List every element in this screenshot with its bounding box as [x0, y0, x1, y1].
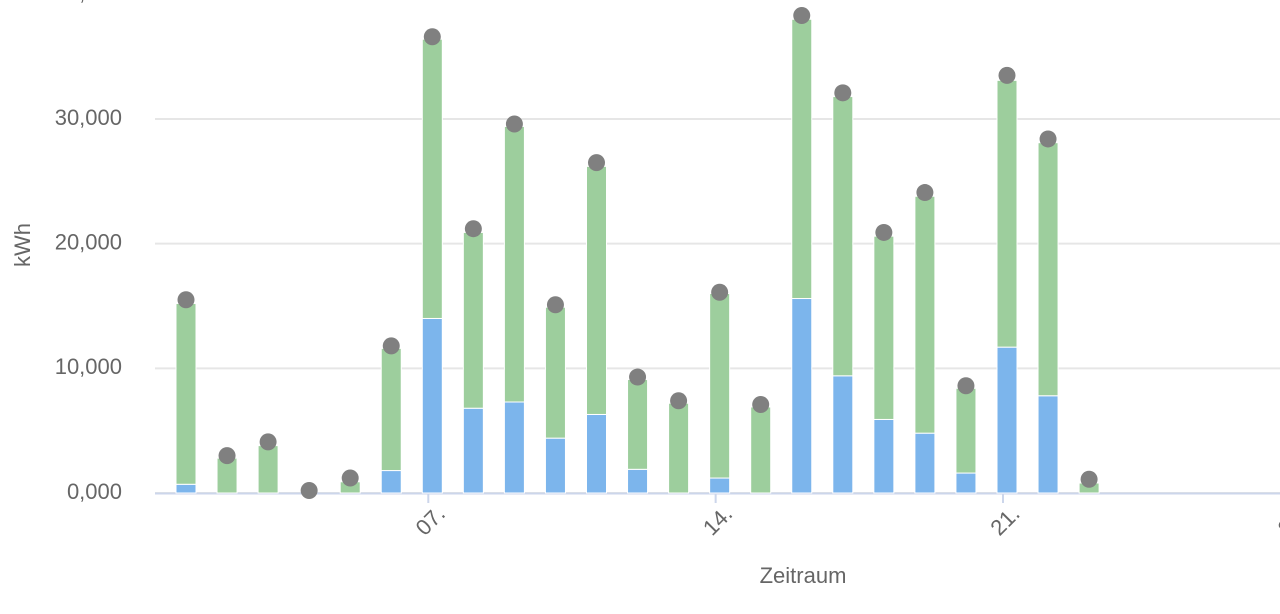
bar-segment — [627, 468, 649, 494]
bar-segment — [503, 125, 525, 403]
bar-segment — [955, 472, 977, 494]
total-dot — [464, 220, 482, 238]
bar-segment — [750, 406, 772, 494]
bar-segment — [586, 413, 607, 494]
bar-segment — [544, 306, 566, 439]
y-tick-label: 30,000 — [55, 105, 122, 130]
bar-segment — [873, 235, 895, 420]
bar-segment — [627, 379, 649, 470]
total-dot — [670, 392, 688, 410]
total-dot — [300, 482, 318, 500]
y-tick-label: 0,000 — [67, 479, 122, 504]
total-dot — [423, 28, 441, 46]
bar-segment — [914, 195, 936, 434]
bar-segment — [832, 96, 854, 377]
total-dot — [711, 283, 729, 301]
bar-segment — [421, 317, 443, 494]
bar-segment — [503, 401, 525, 494]
bar-segment — [175, 303, 197, 485]
bar-segment — [380, 470, 402, 494]
bar-segment — [421, 38, 443, 319]
bar-segment — [380, 347, 402, 472]
total-dot — [834, 84, 852, 102]
total-dot — [793, 7, 811, 25]
total-dot — [1080, 470, 1098, 488]
bar-segment — [1037, 395, 1059, 494]
y-tick-label: 10,000 — [55, 354, 122, 379]
bar-segment — [1037, 142, 1059, 397]
y-axis-title: kWh — [10, 223, 35, 267]
total-dot — [505, 115, 523, 133]
total-dot — [1039, 130, 1057, 148]
total-dot — [546, 296, 564, 314]
total-dot — [382, 337, 400, 355]
x-tick-label: 21. — [985, 501, 1024, 540]
y-tick-label: 40,000 — [55, 0, 122, 5]
bar-segment — [832, 375, 854, 494]
total-dot — [341, 469, 359, 487]
total-dot — [998, 66, 1016, 84]
bar-segment — [914, 432, 936, 494]
bar-segment — [462, 407, 484, 494]
x-tick-label: 07. — [411, 501, 450, 540]
bar-segment — [996, 79, 1018, 348]
bar-segment — [709, 477, 731, 494]
bar-segment — [544, 437, 566, 494]
total-dot — [957, 377, 975, 395]
x-axis-title: Zeitraum — [760, 563, 847, 588]
bar-segment — [791, 298, 813, 494]
total-dot — [259, 433, 277, 451]
total-dot — [218, 447, 236, 465]
total-dot — [875, 223, 893, 241]
total-dot — [752, 395, 770, 413]
total-dot — [177, 291, 195, 309]
bar-segment — [586, 165, 607, 415]
bar-segment — [996, 346, 1018, 494]
total-dot — [588, 154, 605, 172]
bar-segment — [668, 402, 690, 494]
bar-segment — [709, 293, 731, 479]
bar-segment — [175, 483, 197, 494]
y-tick-label: 20,000 — [55, 229, 122, 254]
total-dot — [629, 368, 647, 386]
x-tick-label: 28. — [1273, 501, 1280, 540]
bar-segment — [791, 18, 813, 300]
bar-segment — [257, 445, 279, 494]
x-tick-label: 14. — [698, 501, 737, 540]
bar-segment — [955, 387, 977, 474]
total-dot — [916, 184, 934, 202]
bar-segment — [462, 231, 484, 409]
bar-segment — [873, 418, 895, 494]
